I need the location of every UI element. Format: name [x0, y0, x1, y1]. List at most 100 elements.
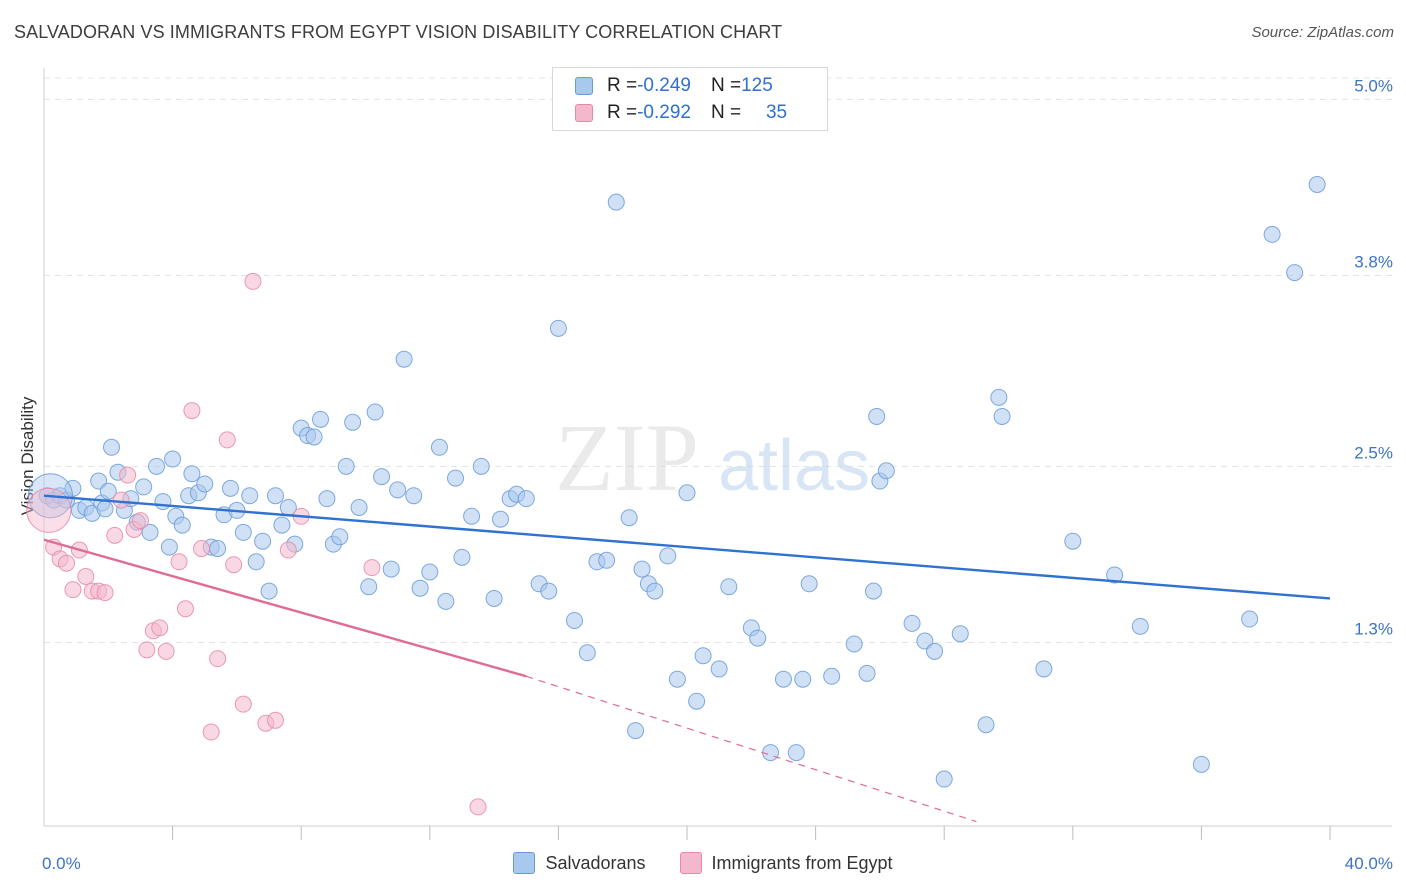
point-egypt	[77, 567, 95, 585]
legend-swatch-pink	[575, 104, 593, 122]
point-egypt	[138, 641, 156, 659]
point-salvadorans	[96, 500, 114, 518]
point-egypt	[234, 695, 252, 713]
point-salvadorans	[254, 532, 272, 550]
point-salvadorans	[430, 438, 448, 456]
point-salvadorans	[135, 478, 153, 496]
series-legend: Salvadorans Immigrants from Egypt	[0, 852, 1406, 874]
point-salvadorans	[877, 462, 895, 480]
trend-lines	[43, 494, 1331, 823]
point-salvadorans	[794, 670, 812, 688]
point-salvadorans	[183, 465, 201, 483]
point-salvadorans	[1286, 264, 1304, 282]
point-salvadorans	[926, 642, 944, 660]
point-salvadorans	[485, 589, 503, 607]
trend-line-salvadorans	[43, 494, 1331, 600]
y-tick-label: 5.0%	[1354, 76, 1393, 95]
point-salvadorans	[993, 407, 1011, 425]
point-salvadorans	[463, 507, 481, 525]
point-salvadorans	[1106, 566, 1124, 584]
point-egypt	[96, 584, 114, 602]
trend-line-egypt	[526, 675, 977, 823]
point-salvadorans	[720, 578, 738, 596]
watermark-zip: ZIP	[555, 404, 699, 511]
point-salvadorans	[99, 482, 117, 500]
x-tick-label: 40.0%	[1345, 854, 1393, 873]
point-egypt	[131, 512, 149, 530]
watermark: ZIP atlas	[555, 404, 870, 511]
stats-legend: R = -0.249 N = 125 R = -0.292 N = 35	[552, 67, 828, 131]
point-salvadorans	[864, 582, 882, 600]
point-egypt	[279, 541, 297, 559]
point-salvadorans	[411, 579, 429, 597]
point-salvadorans	[209, 540, 227, 558]
point-salvadorans	[389, 481, 407, 499]
point-salvadorans	[598, 551, 616, 569]
point-salvadorans	[678, 484, 696, 502]
point-salvadorans	[823, 667, 841, 685]
point-salvadorans	[845, 635, 863, 653]
point-salvadorans	[951, 625, 969, 643]
point-egypt	[363, 559, 381, 577]
point-salvadorans	[148, 457, 166, 475]
chart-title: SALVADORAN VS IMMIGRANTS FROM EGYPT VISI…	[14, 22, 783, 42]
point-salvadorans	[421, 563, 439, 581]
point-salvadorans	[1263, 225, 1281, 243]
point-egypt	[176, 600, 194, 618]
point-egypt	[183, 402, 201, 420]
point-salvadorans	[1241, 610, 1259, 628]
point-egypt	[225, 556, 243, 574]
point-egypt	[244, 272, 262, 290]
point-salvadorans	[858, 664, 876, 682]
point-egypt	[170, 553, 188, 571]
data-points	[26, 176, 1326, 816]
y-tick-label: 3.8%	[1354, 253, 1393, 272]
point-salvadorans	[196, 475, 214, 493]
legend-swatch-blue	[513, 852, 536, 874]
point-salvadorans	[800, 575, 818, 593]
point-egypt	[218, 431, 236, 449]
point-salvadorans	[234, 523, 252, 541]
point-egypt	[112, 491, 130, 509]
point-salvadorans	[405, 487, 423, 505]
point-egypt	[64, 581, 82, 599]
point-egypt	[193, 540, 211, 558]
point-salvadorans	[749, 629, 767, 647]
legend-n-value: 125	[741, 75, 773, 96]
point-salvadorans	[1308, 176, 1326, 194]
point-salvadorans	[311, 410, 329, 428]
point-egypt	[266, 711, 284, 729]
point-salvadorans	[241, 487, 259, 505]
point-salvadorans	[266, 487, 284, 505]
point-salvadorans	[627, 722, 645, 740]
point-salvadorans	[472, 457, 490, 475]
legend-r-label: R =	[607, 102, 638, 123]
point-salvadorans	[977, 716, 995, 734]
y-tick-label: 2.5%	[1354, 443, 1393, 462]
legend-item-salvadorans: Salvadorans	[513, 852, 646, 874]
legend-label-salvadorans: Salvadorans	[545, 852, 646, 873]
point-salvadorans	[318, 490, 336, 508]
point-salvadorans	[305, 428, 323, 446]
point-salvadorans	[565, 611, 583, 629]
point-salvadorans	[688, 692, 706, 710]
point-salvadorans	[868, 407, 886, 425]
point-salvadorans	[366, 403, 384, 421]
point-egypt	[119, 466, 137, 484]
point-salvadorans	[540, 582, 558, 600]
point-salvadorans	[668, 670, 686, 688]
point-salvadorans	[141, 523, 159, 541]
point-salvadorans	[620, 509, 638, 527]
point-salvadorans	[1035, 660, 1053, 678]
point-salvadorans	[1131, 617, 1149, 635]
grid-lines	[44, 77, 1392, 644]
point-salvadorans	[774, 670, 792, 688]
point-egypt	[202, 723, 220, 741]
point-salvadorans	[173, 516, 191, 534]
legend-r-value: -0.249	[637, 75, 691, 96]
point-salvadorans	[337, 457, 355, 475]
tick-labels: 1.3% 2.5% 3.8% 5.0% 0.0% 40.0%	[42, 76, 1393, 873]
y-tick-label: 1.3%	[1354, 620, 1393, 639]
point-salvadorans	[453, 548, 471, 566]
point-salvadorans	[710, 660, 728, 678]
